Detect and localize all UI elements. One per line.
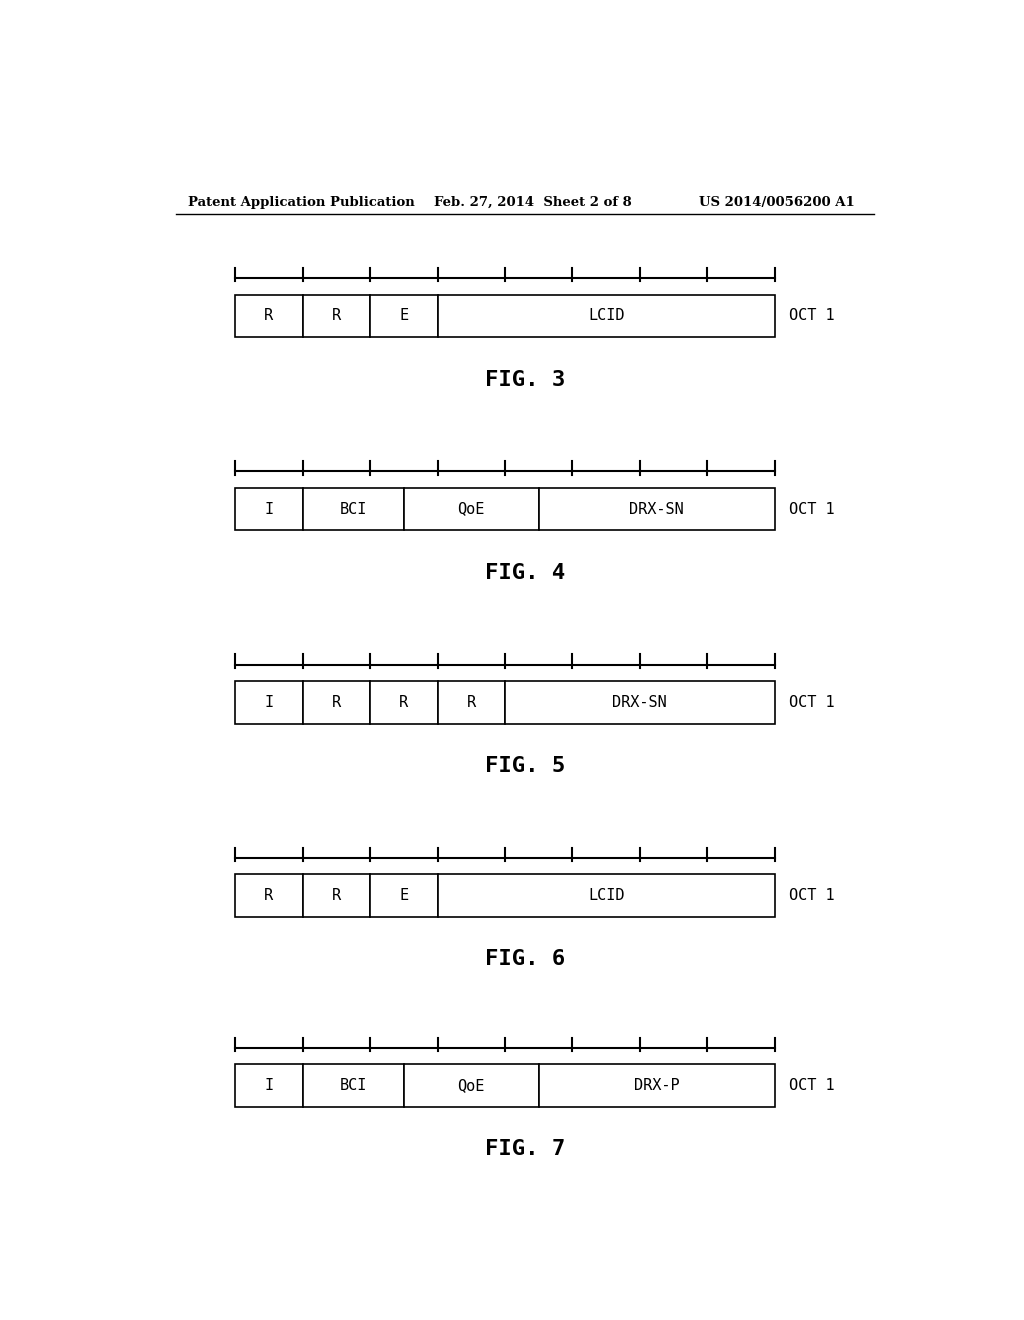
Bar — [539, 487, 775, 531]
Bar — [437, 874, 775, 916]
Bar — [236, 681, 303, 723]
Text: Feb. 27, 2014  Sheet 2 of 8: Feb. 27, 2014 Sheet 2 of 8 — [433, 195, 631, 209]
Bar — [505, 681, 775, 723]
Bar — [236, 1064, 303, 1106]
Text: I: I — [264, 502, 273, 516]
Text: OCT 1: OCT 1 — [790, 309, 835, 323]
Bar — [403, 1064, 539, 1106]
Text: FIG. 3: FIG. 3 — [484, 370, 565, 389]
Text: LCID: LCID — [588, 309, 625, 323]
Text: R: R — [264, 888, 273, 903]
Text: BCI: BCI — [340, 1078, 367, 1093]
Bar — [303, 294, 370, 338]
Text: QoE: QoE — [458, 1078, 485, 1093]
Text: FIG. 4: FIG. 4 — [484, 562, 565, 583]
Text: I: I — [264, 1078, 273, 1093]
Text: QoE: QoE — [458, 502, 485, 516]
Text: R: R — [332, 888, 341, 903]
Text: Patent Application Publication: Patent Application Publication — [187, 195, 415, 209]
Bar — [303, 681, 370, 723]
Text: OCT 1: OCT 1 — [790, 888, 835, 903]
Text: FIG. 7: FIG. 7 — [484, 1139, 565, 1159]
Bar — [303, 874, 370, 916]
Text: DRX-SN: DRX-SN — [630, 502, 684, 516]
Text: LCID: LCID — [588, 888, 625, 903]
Bar — [370, 874, 437, 916]
Bar — [236, 294, 303, 338]
Bar — [303, 1064, 403, 1106]
Text: R: R — [264, 309, 273, 323]
Bar — [437, 294, 775, 338]
Bar — [303, 487, 403, 531]
Text: US 2014/0056200 A1: US 2014/0056200 A1 — [699, 195, 855, 209]
Text: R: R — [399, 694, 409, 710]
Bar — [539, 1064, 775, 1106]
Text: E: E — [399, 309, 409, 323]
Text: OCT 1: OCT 1 — [790, 502, 835, 516]
Bar — [370, 681, 437, 723]
Text: BCI: BCI — [340, 502, 367, 516]
Text: I: I — [264, 694, 273, 710]
Bar — [236, 874, 303, 916]
Text: R: R — [467, 694, 476, 710]
Bar — [370, 294, 437, 338]
Text: OCT 1: OCT 1 — [790, 1078, 835, 1093]
Bar — [403, 487, 539, 531]
Text: R: R — [332, 309, 341, 323]
Text: OCT 1: OCT 1 — [790, 694, 835, 710]
Text: DRX-SN: DRX-SN — [612, 694, 668, 710]
Text: DRX-P: DRX-P — [634, 1078, 680, 1093]
Bar — [437, 681, 505, 723]
Text: R: R — [332, 694, 341, 710]
Text: E: E — [399, 888, 409, 903]
Bar — [236, 487, 303, 531]
Text: FIG. 6: FIG. 6 — [484, 949, 565, 969]
Text: FIG. 5: FIG. 5 — [484, 756, 565, 776]
